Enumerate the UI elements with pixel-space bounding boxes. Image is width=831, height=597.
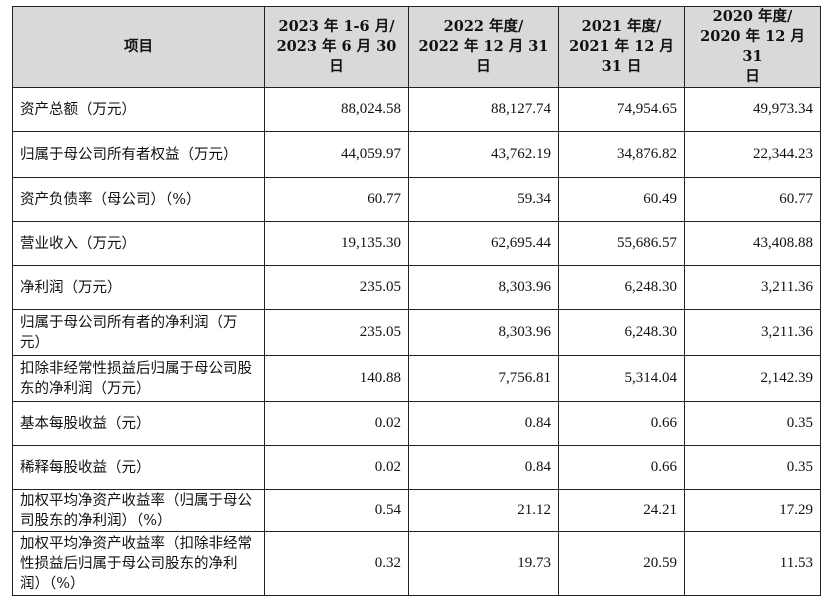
table-row-parent-net-profit: 归属于母公司所有者的净利润（万元） 235.05 8,303.96 6,248.30 3… xyxy=(12,309,821,356)
financial-table-container: 项目 2023 年 1-6 月/2023 年 6 月 30 日 2022 年度/2… xyxy=(12,6,821,596)
row-label: 资产负债率（母公司）（%） xyxy=(12,177,265,222)
value-2023h1: 19,135.30 xyxy=(264,221,409,266)
value-2020: 0.35 xyxy=(684,445,821,490)
value-2020: 11.53 xyxy=(684,531,821,596)
value-2020: 17.29 xyxy=(684,489,821,532)
row-label: 稀释每股收益（元） xyxy=(12,445,265,490)
value-2020: 0.35 xyxy=(684,401,821,446)
value-2021: 20.59 xyxy=(558,531,685,596)
row-label: 基本每股收益（元） xyxy=(12,401,265,446)
value-2023h1: 235.05 xyxy=(264,309,409,356)
value-2020: 3,211.36 xyxy=(684,265,821,310)
value-2021: 55,686.57 xyxy=(558,221,685,266)
value-2022: 21.12 xyxy=(408,489,559,532)
header-2022: 2022 年度/2022 年 12 月 31 日 xyxy=(408,6,559,88)
row-label: 加权平均净资产收益率（扣除非经常性损益后归属于母公司股东的净利润）（%） xyxy=(12,531,265,596)
value-2022: 19.73 xyxy=(408,531,559,596)
value-2023h1: 140.88 xyxy=(264,355,409,402)
value-2020: 2,142.39 xyxy=(684,355,821,402)
header-2020: 2020 年度/2020 年 12 月 31 日 xyxy=(684,6,821,88)
row-label: 扣除非经常性损益后归属于母公司股东的净利润（万元） xyxy=(12,355,265,402)
table-row-total-assets: 资产总额（万元） 88,024.58 88,127.74 74,954.65 49,97… xyxy=(12,87,821,132)
row-label: 归属于母公司所有者权益（万元） xyxy=(12,131,265,178)
value-2020: 43,408.88 xyxy=(684,221,821,266)
value-2023h1: 0.54 xyxy=(264,489,409,532)
table-row-debt-ratio: 资产负债率（母公司）（%） 60.77 59.34 60.49 60.77 xyxy=(12,177,821,222)
header-2023h1: 2023 年 1-6 月/2023 年 6 月 30 日 xyxy=(264,6,409,88)
header-item: 项目 xyxy=(12,6,265,88)
row-label: 资产总额（万元） xyxy=(12,87,265,132)
value-2022: 43,762.19 xyxy=(408,131,559,178)
value-2023h1: 88,024.58 xyxy=(264,87,409,132)
row-label: 营业收入（万元） xyxy=(12,221,265,266)
value-2022: 7,756.81 xyxy=(408,355,559,402)
value-2021: 34,876.82 xyxy=(558,131,685,178)
value-2021: 6,248.30 xyxy=(558,309,685,356)
table-row-net-profit: 净利润（万元） 235.05 8,303.96 6,248.30 3,211.36 xyxy=(12,265,821,310)
value-2023h1: 60.77 xyxy=(264,177,409,222)
row-label: 净利润（万元） xyxy=(12,265,265,310)
value-2022: 0.84 xyxy=(408,445,559,490)
value-2022: 59.34 xyxy=(408,177,559,222)
value-2021: 74,954.65 xyxy=(558,87,685,132)
table-row-basic-eps: 基本每股收益（元） 0.02 0.84 0.66 0.35 xyxy=(12,401,821,446)
value-2020: 49,973.34 xyxy=(684,87,821,132)
value-2021: 0.66 xyxy=(558,401,685,446)
table-row-diluted-eps: 稀释每股收益（元） 0.02 0.84 0.66 0.35 xyxy=(12,445,821,490)
financial-summary-table: 项目 2023 年 1-6 月/2023 年 6 月 30 日 2022 年度/2… xyxy=(12,6,821,596)
value-2022: 62,695.44 xyxy=(408,221,559,266)
value-2023h1: 235.05 xyxy=(264,265,409,310)
value-2022: 8,303.96 xyxy=(408,265,559,310)
table-row-roe-weighted: 加权平均净资产收益率（归属于母公司股东的净利润）（%） 0.54 21.12 24.2… xyxy=(12,489,821,532)
value-2023h1: 44,059.97 xyxy=(264,131,409,178)
table-row-revenue: 营业收入（万元） 19,135.30 62,695.44 55,686.57 43,40… xyxy=(12,221,821,266)
value-2021: 6,248.30 xyxy=(558,265,685,310)
value-2023h1: 0.32 xyxy=(264,531,409,596)
value-2023h1: 0.02 xyxy=(264,445,409,490)
table-row-deducted-net-profit: 扣除非经常性损益后归属于母公司股东的净利润（万元） 140.88 7,756.81 5… xyxy=(12,355,821,402)
value-2021: 60.49 xyxy=(558,177,685,222)
table-row-roe-weighted-deducted: 加权平均净资产收益率（扣除非经常性损益后归属于母公司股东的净利润）（%） 0.32… xyxy=(12,531,821,596)
row-label: 加权平均净资产收益率（归属于母公司股东的净利润）（%） xyxy=(12,489,265,532)
row-label: 归属于母公司所有者的净利润（万元） xyxy=(12,309,265,356)
value-2022: 0.84 xyxy=(408,401,559,446)
value-2022: 8,303.96 xyxy=(408,309,559,356)
value-2020: 3,211.36 xyxy=(684,309,821,356)
value-2023h1: 0.02 xyxy=(264,401,409,446)
value-2021: 24.21 xyxy=(558,489,685,532)
value-2020: 60.77 xyxy=(684,177,821,222)
value-2021: 0.66 xyxy=(558,445,685,490)
header-2021: 2021 年度/2021 年 12 月 31 日 xyxy=(558,6,685,88)
value-2021: 5,314.04 xyxy=(558,355,685,402)
header-row: 项目 2023 年 1-6 月/2023 年 6 月 30 日 2022 年度/2… xyxy=(12,6,821,88)
value-2020: 22,344.23 xyxy=(684,131,821,178)
value-2022: 88,127.74 xyxy=(408,87,559,132)
table-row-parent-equity: 归属于母公司所有者权益（万元） 44,059.97 43,762.19 34,876.… xyxy=(12,131,821,178)
